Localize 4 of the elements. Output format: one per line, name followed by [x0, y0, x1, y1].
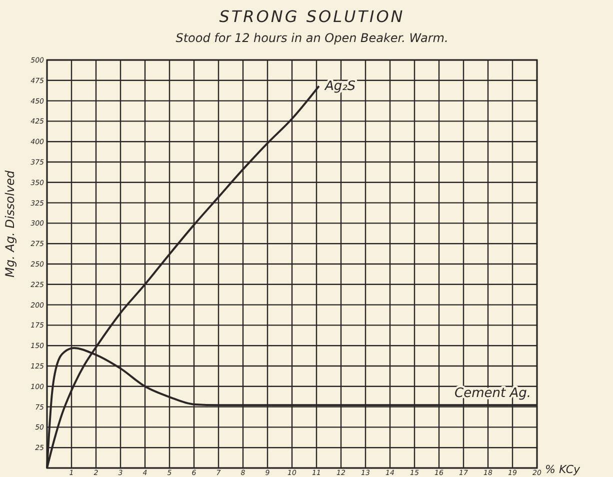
y-axis-title: Mg. Ag. Dissolved [3, 170, 17, 278]
x-axis-title: % KCy [545, 463, 581, 476]
chart-title: STRONG SOLUTION [219, 7, 405, 26]
chart-subtitle: Stood for 12 hours in an Open Beaker. Warm. [176, 31, 448, 45]
